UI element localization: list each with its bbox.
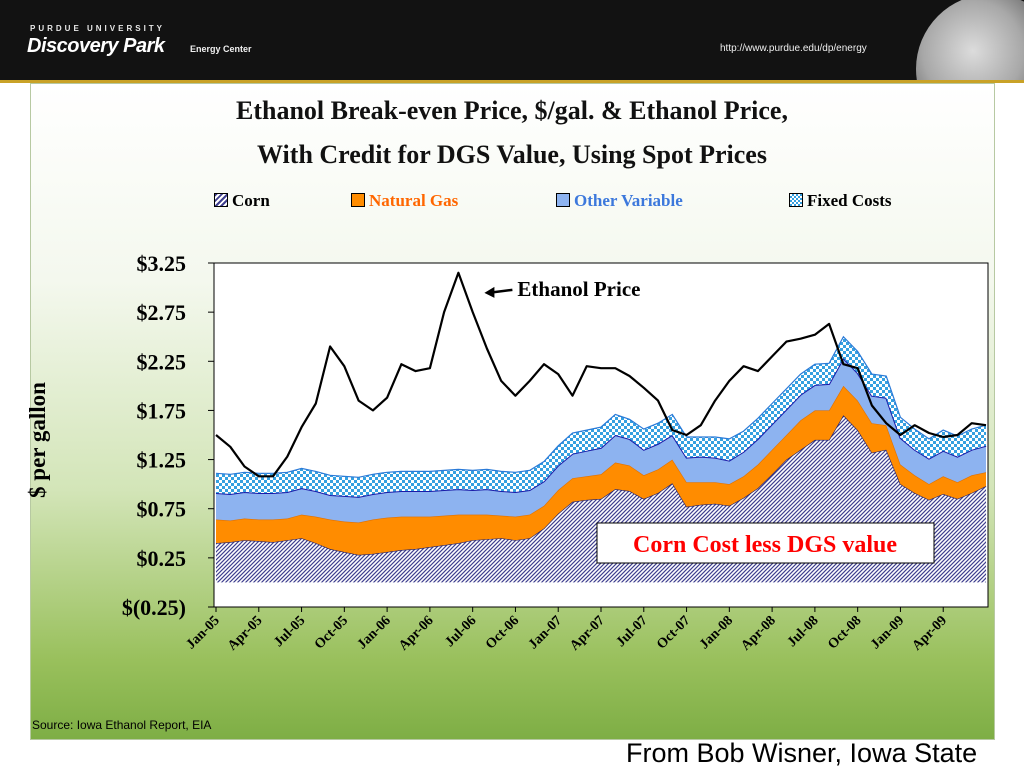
y-tick-label: $0.25	[137, 546, 187, 571]
series-edge-fixed-costs	[215, 335, 987, 478]
header-banner: PURDUE UNIVERSITY Discovery Park Energy …	[0, 0, 1024, 80]
chart-subtitle: With Credit for DGS Value, Using Spot Pr…	[257, 140, 767, 169]
x-tick-label: Jul-07	[614, 613, 651, 650]
x-tick-label: Jan-07	[526, 613, 565, 652]
series-area-other-variable	[216, 358, 986, 523]
annotation-corn-cost: Corn Cost less DGS value	[633, 532, 897, 558]
ethanol-price-line	[215, 271, 987, 478]
brand-logo: Discovery Park	[27, 35, 165, 57]
legend-item-fixed-costs: Fixed Costs	[789, 191, 892, 211]
legend-label-corn: Corn	[232, 191, 270, 210]
header-url: http://www.purdue.edu/dp/energy	[720, 43, 867, 54]
legend-item-natural-gas: Natural Gas	[351, 191, 458, 211]
x-tick-label: Jan-09	[868, 613, 907, 652]
x-tick-label: Oct-06	[483, 613, 522, 652]
x-tick-label: Apr-06	[396, 613, 436, 653]
series-area-fixed-costs	[216, 336, 986, 497]
x-tick-label: Jan-06	[355, 613, 394, 652]
x-tick-label: Jul-05	[271, 613, 308, 650]
x-tick-label: Jul-06	[442, 613, 479, 650]
x-tick-label: Oct-07	[654, 613, 693, 652]
y-tick-label: $0.75	[137, 497, 187, 522]
legend-label-natural-gas: Natural Gas	[369, 191, 459, 210]
legend-swatch-fixed-costs	[789, 193, 803, 208]
y-tick-label: $2.75	[137, 300, 187, 325]
x-tick-label: Oct-05	[312, 613, 351, 652]
annotation-arrow-head	[484, 286, 495, 298]
legend-item-other-variable: Other Variable	[556, 191, 683, 211]
x-tick-label: Oct-08	[825, 613, 864, 652]
legend-swatch-natural-gas	[351, 193, 365, 208]
x-tick-label: Apr-05	[225, 613, 265, 653]
brand-subtitle: Energy Center	[190, 44, 252, 54]
header-accent-line	[0, 80, 1024, 83]
y-tick-label: $1.75	[137, 398, 187, 423]
source-note: Source: Iowa Ethanol Report, EIA	[32, 718, 212, 732]
annotation-ethanol-price: Ethanol Price	[517, 277, 640, 301]
credit-note: From Bob Wisner, Iowa State	[626, 738, 978, 768]
annotation-corn-box	[596, 522, 935, 564]
university-label: PURDUE UNIVERSITY	[30, 24, 166, 33]
x-tick-label: Apr-09	[910, 613, 950, 653]
x-tick-label: Jul-08	[785, 613, 822, 650]
y-tick-label: $1.25	[137, 448, 187, 473]
legend-swatch-other-variable	[556, 193, 570, 208]
legend-item-corn: Corn	[214, 191, 270, 211]
y-tick-label: $3.25	[137, 251, 187, 276]
legend-label-other-variable: Other Variable	[574, 191, 683, 210]
x-tick-label: Jan-05	[184, 613, 223, 652]
x-tick-label: Apr-08	[738, 613, 778, 653]
x-tick-label: Apr-07	[567, 613, 607, 653]
x-tick-label: Jan-08	[697, 613, 736, 652]
legend-label-fixed-costs: Fixed Costs	[807, 191, 892, 210]
legend-swatch-corn	[214, 193, 228, 208]
y-tick-label: $(0.25)	[122, 595, 186, 620]
chart-title: Ethanol Break-even Price, $/gal. & Ethan…	[236, 96, 788, 125]
y-tick-label: $2.25	[137, 349, 187, 374]
